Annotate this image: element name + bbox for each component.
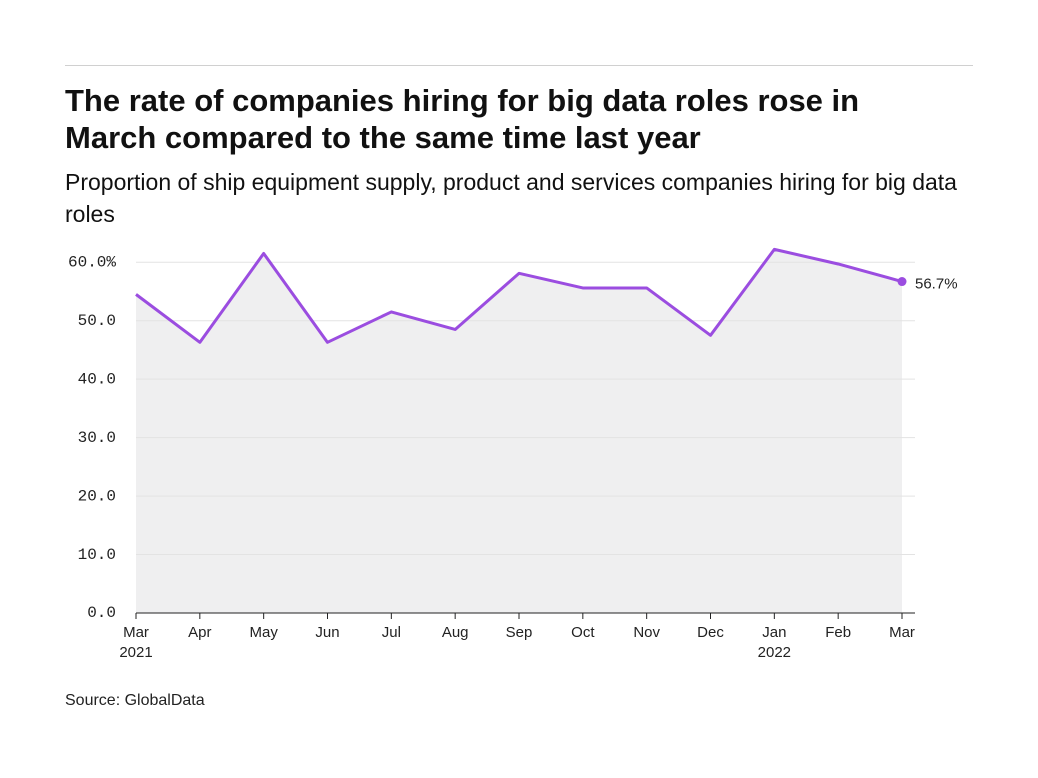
y-tick-label: 40.0	[78, 370, 116, 388]
x-tick-label: Dec	[697, 624, 724, 641]
x-year-label: 2022	[758, 644, 791, 661]
x-tick-label: Sep	[506, 624, 533, 641]
y-tick-label: 60.0%	[68, 253, 116, 271]
x-tick-label: Apr	[188, 624, 211, 641]
x-year-label: 2021	[119, 644, 152, 661]
x-tick-label: Nov	[633, 624, 660, 641]
source: Source: GlobalData	[65, 692, 205, 709]
y-tick-label: 0.0	[87, 604, 116, 622]
chart-subtitle: Proportion of ship equipment supply, pro…	[65, 169, 957, 227]
x-tick-label: May	[249, 624, 278, 641]
x-tick-label: Jan	[762, 624, 786, 641]
x-tick-label: Mar	[123, 624, 149, 641]
end-point	[897, 277, 907, 287]
y-tick-label: 10.0	[78, 546, 116, 564]
x-tick-label: Feb	[825, 624, 851, 641]
y-tick-label: 50.0	[78, 312, 116, 330]
x-tick-label: Jul	[382, 624, 401, 641]
x-tick-label: Oct	[571, 624, 595, 641]
x-tick-label: Jun	[315, 624, 339, 641]
y-tick-label: 20.0	[78, 487, 116, 505]
line	[135, 247, 903, 344]
x-tick-label: Mar	[889, 624, 915, 641]
chart-title: The rate of companies hiring for big dat…	[65, 83, 860, 155]
top-rule	[65, 65, 973, 66]
value-label: 56.7%	[915, 275, 958, 292]
area	[136, 249, 902, 613]
x-tick-label: Aug	[442, 624, 469, 641]
y-tick-label: 30.0	[78, 429, 116, 447]
